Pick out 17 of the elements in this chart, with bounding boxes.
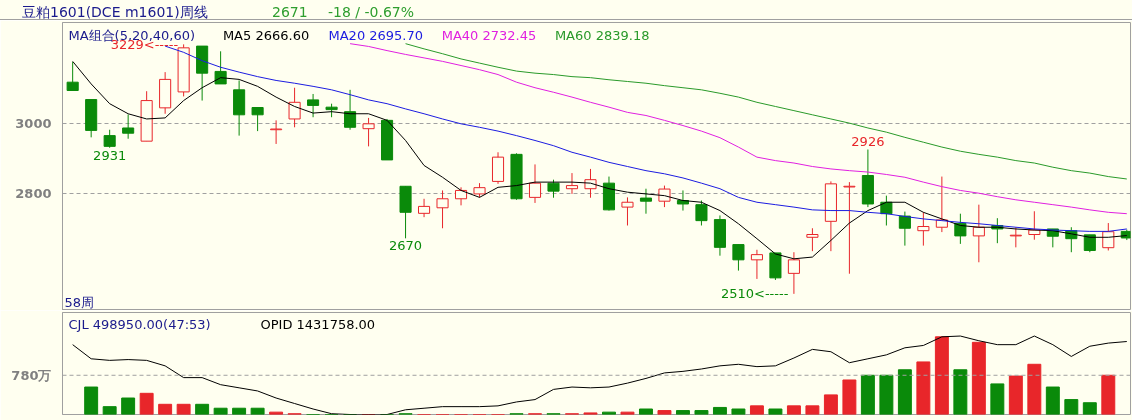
text: 2671 bbox=[272, 3, 308, 22]
text: MA5 2666.60 bbox=[222, 28, 310, 43]
text: MA20 2695.70 bbox=[328, 28, 424, 43]
text: CJL 498950.00(47:53) bbox=[68, 317, 211, 332]
y-tick-label: 3000 bbox=[15, 116, 52, 132]
chart-title: 豆粕1601(DCE m1601)周线 bbox=[22, 3, 208, 22]
text: -18 / -0.67% bbox=[328, 3, 415, 22]
annotation: 2931 bbox=[93, 147, 127, 163]
text: MA60 2839.18 bbox=[554, 28, 650, 43]
text: OPID 1431758.00 bbox=[260, 317, 376, 332]
y-tick-label: 2800 bbox=[15, 185, 52, 201]
annotation: 2510<----- bbox=[720, 286, 789, 302]
annotation: 58周 bbox=[64, 295, 95, 310]
series-label: MA40 2732.45 bbox=[441, 28, 537, 43]
annotation: 2926 bbox=[851, 134, 885, 150]
annotation: 2670 bbox=[389, 238, 423, 254]
ref-line-label: 780万 bbox=[11, 367, 52, 383]
